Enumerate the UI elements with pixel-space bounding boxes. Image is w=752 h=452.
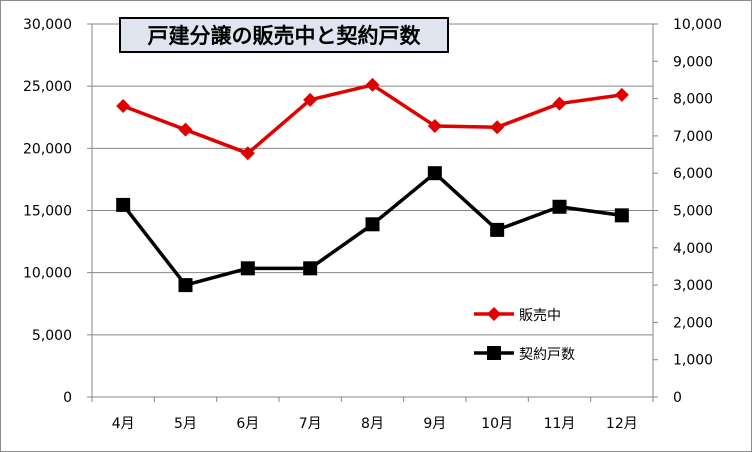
y-right-tick-label: 8,000 (673, 92, 713, 108)
series-2-point (614, 208, 629, 223)
series-1-point (365, 77, 380, 92)
series-2-point (490, 222, 505, 237)
y-left-tick-label: 0 (63, 390, 72, 406)
x-tick-label: 5月 (174, 416, 197, 432)
y-right-tick-label: 3,000 (673, 278, 713, 294)
y-right-tick-label: 5,000 (673, 204, 713, 220)
x-tick-label: 9月 (423, 416, 446, 432)
x-tick-label: 4月 (112, 416, 135, 432)
series-1-point (303, 92, 318, 107)
series-2-point (116, 197, 131, 212)
y-left-tick-label: 10,000 (23, 266, 72, 282)
legend-marker-1 (487, 307, 501, 321)
y-right-tick-label: 4,000 (673, 241, 713, 257)
series-1-point (614, 87, 629, 102)
x-tick-label: 10月 (481, 416, 513, 432)
x-tick-label: 8月 (361, 416, 384, 432)
series-1-point (240, 146, 255, 161)
x-tick-label: 12月 (606, 416, 638, 432)
series-2-point (365, 217, 380, 232)
chart-title: 戸建分譲の販売中と契約戸数 (119, 17, 449, 53)
y-right-tick-label: 2,000 (673, 315, 713, 331)
legend-label-2: 契約戸数 (519, 347, 575, 363)
y-right-tick-label: 7,000 (673, 129, 713, 145)
x-tick-label: 6月 (236, 416, 259, 432)
y-right-tick-label: 9,000 (673, 54, 713, 70)
series-1-point (116, 99, 131, 114)
y-left-tick-label: 15,000 (23, 204, 72, 220)
series-2-point (303, 261, 318, 276)
x-tick-label: 11月 (544, 416, 576, 432)
series-1-point (427, 118, 442, 133)
legend-marker-2 (487, 346, 501, 360)
series-2-point (552, 199, 567, 214)
x-tick-label: 7月 (299, 416, 322, 432)
series-line-1 (122, 83, 623, 156)
y-left-tick-label: 20,000 (23, 141, 72, 157)
y-right-tick-label: 1,000 (673, 353, 713, 369)
series-2-point (427, 166, 442, 181)
series-1-point (490, 120, 505, 135)
series-1-point (552, 96, 567, 111)
y-left-tick-label: 30,000 (23, 17, 72, 33)
legend-label-1: 販売中 (519, 308, 561, 324)
y-right-tick-label: 0 (673, 390, 682, 406)
y-left-tick-label: 5,000 (32, 328, 72, 344)
y-right-tick-label: 10,000 (673, 17, 722, 33)
series-2-point (240, 261, 255, 276)
y-right-tick-label: 6,000 (673, 166, 713, 182)
series-1-point (178, 122, 193, 137)
y-left-tick-label: 25,000 (23, 79, 72, 95)
series-2-point (178, 278, 193, 293)
